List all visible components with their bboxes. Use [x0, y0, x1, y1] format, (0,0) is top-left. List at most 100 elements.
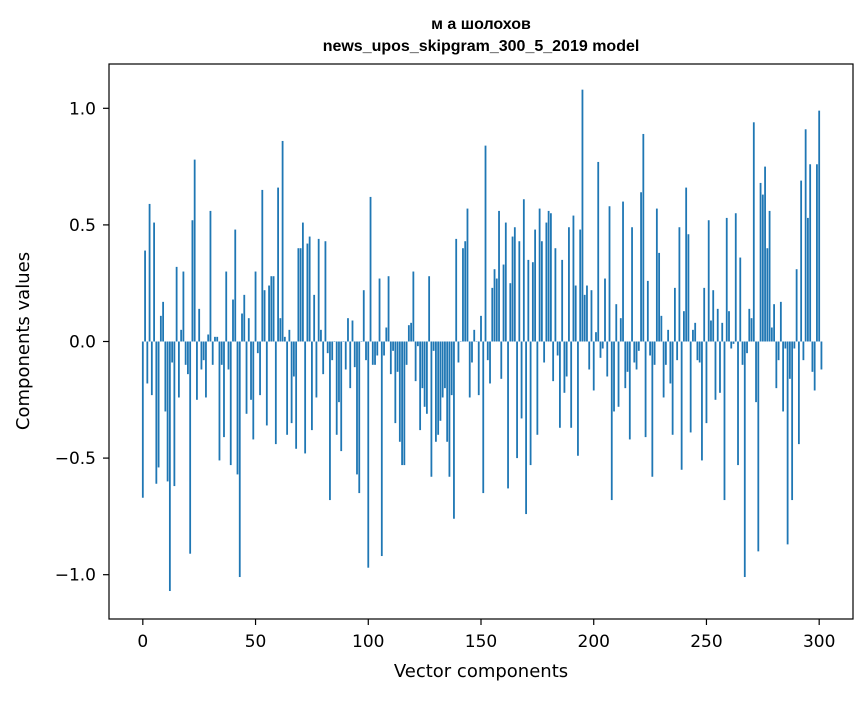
bar-110 [390, 342, 392, 375]
bar-17 [180, 330, 182, 342]
bar-122 [417, 342, 419, 347]
bar-150 [480, 316, 482, 342]
bar-77 [316, 342, 318, 398]
bar-275 [762, 195, 764, 342]
bar-152 [485, 146, 487, 342]
bar-265 [739, 258, 741, 342]
bar-59 [275, 342, 277, 445]
bar-127 [428, 276, 430, 341]
bar-185 [559, 342, 561, 428]
bar-46 [246, 342, 248, 414]
bar-277 [766, 248, 768, 341]
bar-253 [712, 290, 714, 341]
bar-27 [203, 342, 205, 361]
bar-48 [250, 342, 252, 400]
bar-105 [379, 279, 381, 342]
bar-118 [408, 325, 410, 341]
bar-214 [624, 342, 626, 389]
x-tick-label: 200 [578, 632, 610, 652]
bar-18 [183, 272, 185, 342]
bar-60 [277, 188, 279, 342]
bar-227 [654, 342, 656, 365]
bar-287 [789, 342, 791, 379]
bar-164 [512, 237, 514, 342]
y-tick-label: −0.5 [55, 449, 96, 469]
bar-16 [178, 342, 180, 398]
bar-295 [807, 218, 809, 342]
bar-188 [566, 342, 568, 377]
bar-270 [751, 318, 753, 341]
bar-37 [225, 272, 227, 342]
bar-176 [539, 209, 541, 342]
bar-291 [798, 342, 800, 445]
bar-301 [821, 342, 823, 370]
bar-140 [458, 342, 460, 363]
bar-56 [268, 286, 270, 342]
bar-22 [192, 220, 194, 341]
bar-20 [187, 342, 189, 375]
y-axis-label: Components values [13, 252, 34, 430]
bar-104 [376, 342, 378, 356]
bar-208 [611, 342, 613, 501]
bar-138 [453, 342, 455, 519]
bar-200 [593, 342, 595, 391]
bar-44 [241, 314, 243, 342]
bar-294 [805, 129, 807, 341]
bar-279 [771, 328, 773, 342]
bar-99 [365, 342, 367, 361]
bar-11 [167, 342, 169, 482]
bar-255 [717, 309, 719, 342]
bar-161 [505, 223, 507, 342]
bar-178 [543, 342, 545, 363]
bar-282 [778, 342, 780, 361]
x-tick-label: 0 [137, 632, 148, 652]
bar-266 [742, 342, 744, 365]
bar-13 [171, 342, 173, 363]
bar-194 [579, 230, 581, 342]
bar-192 [575, 286, 577, 342]
bar-276 [764, 167, 766, 342]
bar-112 [394, 342, 396, 424]
bar-184 [557, 342, 559, 356]
bar-177 [541, 241, 543, 341]
bar-236 [674, 288, 676, 342]
bar-109 [388, 276, 390, 341]
bar-288 [791, 342, 793, 501]
bar-137 [451, 342, 453, 396]
bar-191 [573, 216, 575, 342]
bar-133 [442, 342, 444, 398]
bar-78 [318, 239, 320, 342]
bar-187 [564, 342, 566, 393]
bar-108 [385, 328, 387, 342]
bar-163 [509, 283, 511, 341]
bar-71 [302, 223, 304, 342]
bar-33 [216, 337, 218, 342]
bar-251 [708, 220, 710, 341]
bar-72 [304, 342, 306, 454]
bar-230 [660, 316, 662, 342]
bar-181 [550, 213, 552, 341]
bar-55 [266, 342, 268, 426]
bar-246 [697, 342, 699, 361]
bar-90 [345, 342, 347, 370]
bar-159 [500, 342, 502, 379]
bar-228 [656, 209, 658, 342]
bar-64 [286, 342, 288, 435]
bar-225 [649, 342, 651, 356]
bar-221 [640, 192, 642, 341]
bar-88 [340, 342, 342, 452]
bar-258 [724, 342, 726, 501]
bar-21 [189, 342, 191, 554]
bar-5 [153, 223, 155, 342]
bar-107 [383, 342, 385, 356]
bar-29 [207, 335, 209, 342]
bar-244 [692, 330, 694, 342]
bar-300 [818, 111, 820, 342]
bar-114 [399, 342, 401, 442]
bar-280 [773, 304, 775, 341]
bar-2 [146, 342, 148, 384]
bar-155 [491, 288, 493, 342]
bar-238 [679, 227, 681, 341]
bar-73 [307, 244, 309, 342]
bar-128 [431, 342, 433, 477]
